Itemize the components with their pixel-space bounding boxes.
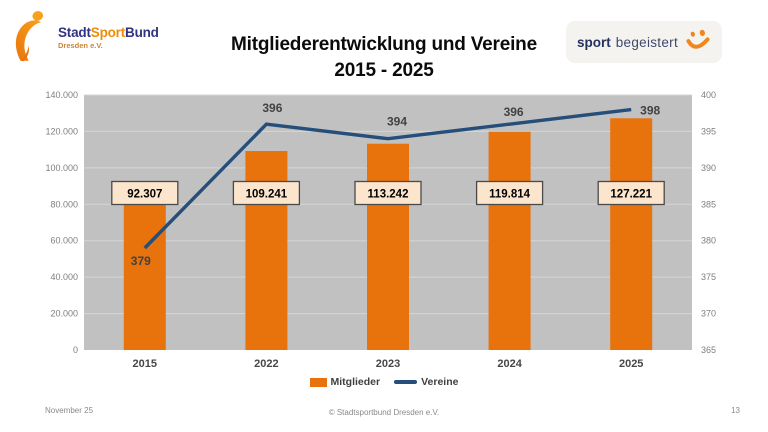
vereine-line <box>143 107 632 250</box>
bar-2024 <box>488 131 531 350</box>
swoosh-icon <box>15 11 44 62</box>
mitglieder-value-box <box>597 180 665 206</box>
footer-date: November 25 <box>45 406 94 415</box>
smiley-icon <box>686 29 710 49</box>
mitglieder-value-label: 109.241 <box>246 189 288 201</box>
slide-title: Mitgliederentwicklung und Vereine 2015 -… <box>0 32 768 83</box>
logo-subtitle: Dresden e.V. <box>58 40 103 50</box>
left-axis-tick: 0 <box>73 345 78 355</box>
mitglieder-value-box <box>111 180 179 206</box>
right-axis-tick: 375 <box>701 272 716 282</box>
x-axis-label: 2023 <box>376 358 400 370</box>
legend-label-mitglieder: Mitglieder <box>330 376 381 388</box>
right-axis-tick: 370 <box>701 309 716 319</box>
vereine-value-label: 396 <box>504 105 524 119</box>
mitglieder-value-box <box>475 180 544 206</box>
right-axis-tick: 380 <box>701 236 716 246</box>
vereine-value-label: 379 <box>131 254 151 268</box>
mitglieder-swatch-icon <box>309 377 327 387</box>
combo-chart: 140.000 400 120.000 395 100.000 390 80.000 385 6… <box>45 90 716 370</box>
footer-copyright: © Stadtsportbund Dresden e.V. <box>328 408 440 417</box>
legend-label-vereine: Vereine <box>421 376 459 388</box>
mitglieder-value-box <box>232 180 301 206</box>
left-axis-tick: 80.000 <box>50 199 78 209</box>
right-axis-tick: 385 <box>701 199 716 209</box>
right-axis-tick: 390 <box>701 163 716 173</box>
left-axis-tick: 140.000 <box>45 90 78 100</box>
left-axis-tick: 60.000 <box>50 236 78 246</box>
left-axis-tick: 20.000 <box>50 309 78 319</box>
right-axis-tick: 395 <box>701 126 716 136</box>
title-line-1: Mitgliederentwicklung und Vereine <box>231 34 537 55</box>
sport-begeistert-logo: sport begeistert <box>566 21 722 63</box>
vereine-value-label: 394 <box>387 115 407 129</box>
legend-item-vereine: Vereine <box>394 376 458 388</box>
x-axis-label: 2015 <box>133 358 157 370</box>
legend-item-mitglieder: Mitglieder <box>309 376 381 388</box>
vereine-value-label: 398 <box>640 104 660 118</box>
bar-2023 <box>367 143 409 350</box>
logo-part-bund: Bund <box>125 25 159 40</box>
page-number: 13 <box>731 406 740 415</box>
right-axis-tick: 365 <box>701 345 716 355</box>
logo-part-stadt: Stadt <box>58 25 91 40</box>
x-axis-label: 2022 <box>254 358 278 370</box>
logo-wordmark: StadtSportBund <box>58 26 159 40</box>
logo-right-word-begeistert: begeistert <box>615 34 679 50</box>
mitglieder-value-label: 119.814 <box>489 189 531 201</box>
stadtsportbund-logo: StadtSportBund Dresden e.V. <box>12 8 159 62</box>
bar-2015 <box>123 181 166 350</box>
logo-right-word-sport: sport <box>576 34 611 50</box>
x-axis-label: 2024 <box>497 358 522 370</box>
mitglieder-value-box <box>354 180 422 206</box>
vereine-value-label: 396 <box>262 101 282 115</box>
mitglieder-value-label: 113.242 <box>368 189 409 201</box>
logo-text: StadtSportBund Dresden e.V. <box>58 26 159 49</box>
bar-2025 <box>610 118 653 350</box>
vereine-swatch-icon <box>394 380 418 384</box>
chart-legend: Mitglieder Vereine <box>0 376 768 388</box>
left-axis-tick: 100.000 <box>45 163 78 173</box>
right-axis-tick: 400 <box>701 90 716 100</box>
left-axis-tick: 120.000 <box>45 126 78 136</box>
title-line-2: 2015 - 2025 <box>334 59 434 81</box>
left-axis-tick: 40.000 <box>50 272 78 282</box>
mitglieder-value-label: 127.221 <box>610 189 652 201</box>
mitglieder-value-label: 92.307 <box>127 189 162 201</box>
logo-part-sport: Sport <box>90 25 126 40</box>
x-axis-label: 2025 <box>619 358 643 370</box>
